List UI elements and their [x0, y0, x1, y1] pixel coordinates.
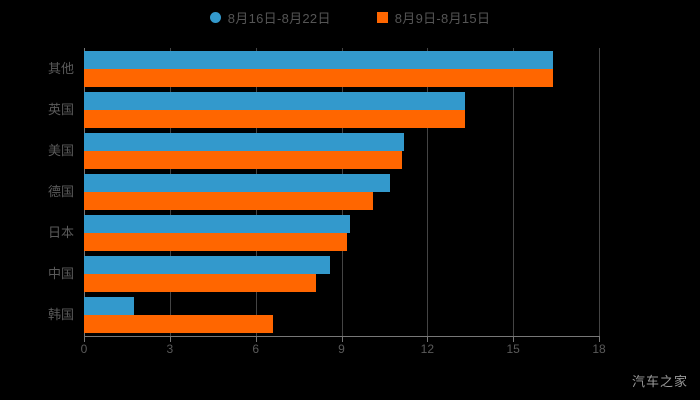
bar[interactable] — [84, 297, 135, 316]
y-axis-label: 中国 — [47, 266, 74, 282]
bar[interactable] — [84, 192, 373, 210]
x-tick-label-18: 18 — [592, 342, 606, 356]
y-axis-category-labels: 其他英国美国德国日本中国韩国 — [0, 48, 74, 336]
bar[interactable] — [84, 315, 273, 334]
legend-item-series-2[interactable]: 8月9日-8月15日 — [376, 8, 491, 27]
x-tick-label-15: 15 — [506, 342, 520, 356]
x-tick-label-9: 9 — [338, 342, 345, 356]
x-tick-9 — [341, 337, 343, 342]
y-axis-label: 英国 — [47, 101, 74, 117]
bar[interactable] — [84, 91, 465, 110]
gridline-x-12 — [427, 48, 429, 336]
square-marker-icon — [376, 12, 388, 23]
y-axis-label: 日本 — [47, 225, 74, 241]
chart-legend: 8月16日-8月22日 8月9日-8月15日 — [0, 8, 700, 27]
x-tick-15 — [513, 337, 515, 342]
circle-marker-icon — [209, 12, 221, 23]
bar[interactable] — [84, 233, 348, 252]
x-tick-18 — [599, 337, 600, 342]
y-axis-label: 韩国 — [47, 307, 74, 323]
x-tick-12 — [427, 337, 429, 342]
x-tick-6 — [255, 337, 257, 342]
x-tick-label-6: 6 — [252, 342, 259, 356]
legend-item-series-1[interactable]: 8月16日-8月22日 — [209, 8, 331, 27]
bar[interactable] — [84, 109, 465, 128]
y-axis-label: 其他 — [47, 60, 74, 76]
gridline-x-18 — [599, 48, 600, 336]
plot-area — [84, 48, 600, 336]
x-axis-line — [84, 336, 600, 337]
legend-label-series-1: 8月16日-8月22日 — [227, 11, 331, 26]
x-tick-0 — [84, 337, 85, 342]
gridline-x-15 — [513, 48, 515, 336]
x-tick-label-12: 12 — [420, 342, 435, 356]
bar[interactable] — [84, 256, 331, 275]
x-tick-3 — [169, 337, 171, 342]
watermark: 汽车之家 — [631, 374, 688, 389]
bar[interactable] — [84, 150, 402, 169]
bar[interactable] — [84, 68, 554, 87]
y-axis-label: 美国 — [47, 142, 74, 158]
legend-label-series-2: 8月9日-8月15日 — [394, 11, 491, 26]
bar[interactable] — [84, 215, 351, 234]
x-tick-label-0: 0 — [80, 342, 88, 356]
bar[interactable] — [84, 132, 405, 151]
bar[interactable] — [84, 174, 391, 192]
bar[interactable] — [84, 274, 316, 293]
bar[interactable] — [84, 50, 554, 69]
y-axis-label: 德国 — [47, 184, 74, 199]
x-tick-label-3: 3 — [166, 342, 174, 356]
